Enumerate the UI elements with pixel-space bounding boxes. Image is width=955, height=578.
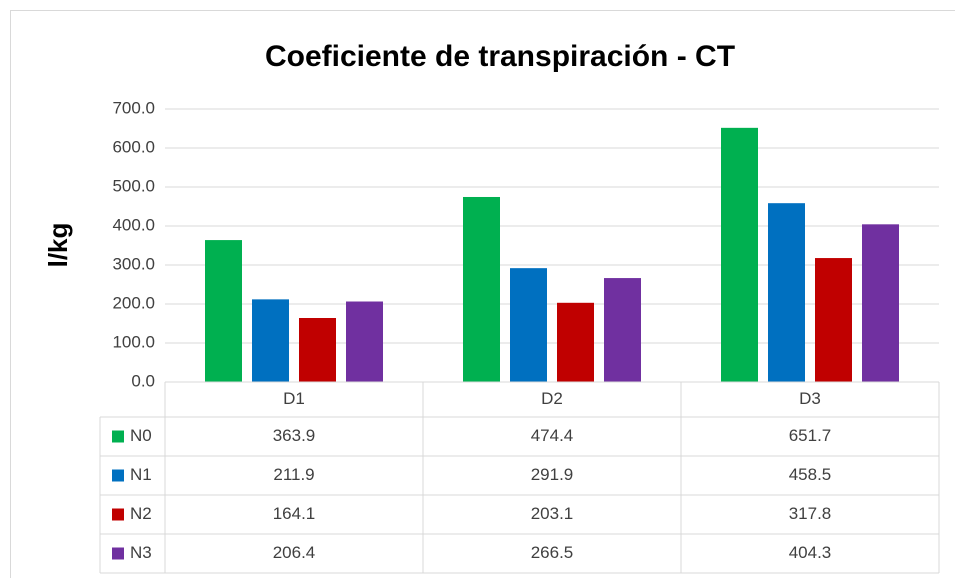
x-tick-label: D2 [541,389,563,408]
table-value: 164.1 [273,504,316,523]
y-tick-label: 700.0 [112,98,155,117]
bar [299,318,336,382]
y-tick-label: 200.0 [112,293,155,312]
table-value: 404.3 [789,543,832,562]
table-value: 211.9 [273,465,314,484]
bar [862,224,899,382]
y-tick-label: 100.0 [112,332,155,351]
legend-label: N1 [130,465,152,484]
legend-key [112,430,124,443]
bar [346,301,383,382]
chart-title: Coeficiente de transpiración - CT [265,40,735,73]
bar [604,278,641,382]
table-value: 651.7 [789,426,832,445]
table-value: 266.5 [531,543,574,562]
bar [721,127,758,382]
table-value: 291.9 [531,465,574,484]
y-tick-label: 600.0 [112,137,155,156]
bar [557,302,594,382]
bar [205,240,242,382]
table-value: 203.1 [531,504,574,523]
y-tick-label: 500.0 [112,176,155,195]
bar [815,258,852,382]
y-tick-label: 400.0 [112,215,155,234]
x-tick-label: D1 [283,389,305,408]
table-value: 474.4 [531,426,574,445]
bar [510,268,547,382]
table-value: 363.9 [273,426,316,445]
legend-key [112,547,124,560]
bar [768,203,805,382]
table-value: 317.8 [789,504,832,523]
x-tick-label: D3 [799,389,821,408]
y-tick-label: 300.0 [112,254,155,273]
legend-key [112,469,124,482]
chart-border [10,10,955,578]
bar [252,299,289,382]
legend-label: N0 [130,426,152,445]
legend-key [112,508,124,521]
legend-label: N2 [130,504,152,523]
y-tick-label: 0.0 [131,371,155,390]
bar [463,196,500,382]
legend-label: N3 [130,543,152,562]
table-value: 206.4 [273,543,316,562]
table-value: 458.5 [789,465,832,484]
y-axis-label: l/kg [43,223,73,268]
